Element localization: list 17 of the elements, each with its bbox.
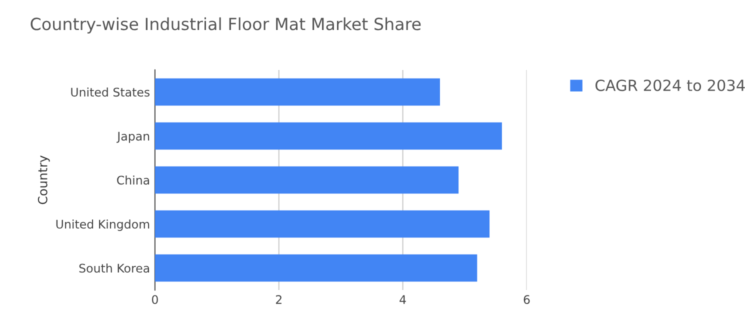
legend-label: CAGR 2024 to 2034 xyxy=(596,80,745,92)
y-tick-label: China xyxy=(117,176,150,185)
y-axis-title: Country xyxy=(38,156,50,204)
chart-title: Country-wise Industrial Floor Mat Market Share xyxy=(30,17,421,34)
bar xyxy=(154,166,459,194)
x-tick-label: 6 xyxy=(524,295,530,304)
x-tick-label: 2 xyxy=(276,295,282,304)
bar xyxy=(154,254,478,282)
bar xyxy=(154,122,502,150)
bar xyxy=(154,78,440,106)
x-tick-label: 0 xyxy=(152,295,158,304)
y-tick-label: United Kingdom xyxy=(56,220,150,231)
y-tick-label: United States xyxy=(71,87,150,97)
x-tick-label: 4 xyxy=(400,295,406,304)
y-tick-label: Japan xyxy=(116,132,150,143)
bar xyxy=(154,210,490,238)
y-tick-label: South Korea xyxy=(79,264,150,273)
